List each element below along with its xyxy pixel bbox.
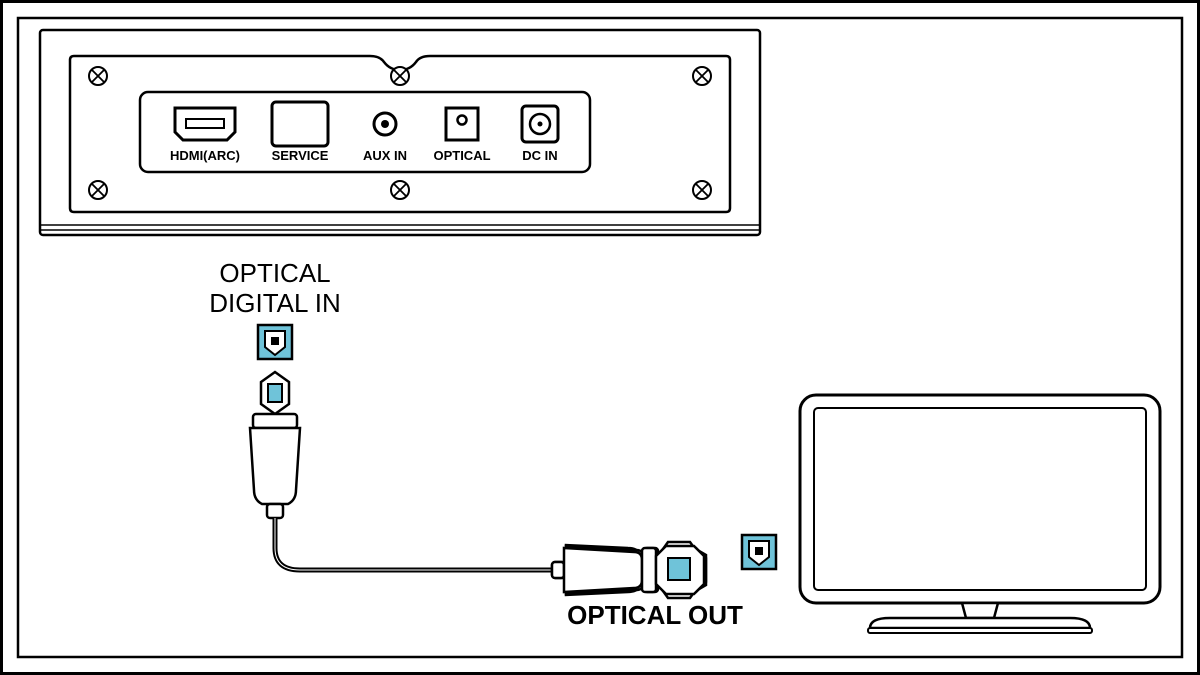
soundbar-panel: HDMI(ARC) SERVICE AUX IN OPTICAL DC IN xyxy=(40,30,760,235)
tv-monitor xyxy=(800,395,1160,633)
service-port: SERVICE xyxy=(272,102,329,163)
dcin-port: DC IN xyxy=(522,106,558,163)
cable-plug-in xyxy=(250,372,300,518)
hdmi-label: HDMI(ARC) xyxy=(170,148,240,163)
aux-label: AUX IN xyxy=(363,148,407,163)
optical-out-label: OPTICAL OUT xyxy=(567,600,743,630)
service-label: SERVICE xyxy=(272,148,329,163)
optical-label: OPTICAL xyxy=(433,148,490,163)
diagram-root: HDMI(ARC) SERVICE AUX IN OPTICAL DC IN O… xyxy=(0,0,1200,675)
optical-in-label-1: OPTICAL xyxy=(219,258,330,288)
dcin-label: DC IN xyxy=(522,148,557,163)
toslink-out-icon xyxy=(742,535,776,569)
cable-wire xyxy=(275,518,552,570)
optical-in-label-2: DIGITAL IN xyxy=(209,288,340,318)
toslink-in-icon xyxy=(258,325,292,359)
hdmi-port: HDMI(ARC) xyxy=(170,108,240,163)
